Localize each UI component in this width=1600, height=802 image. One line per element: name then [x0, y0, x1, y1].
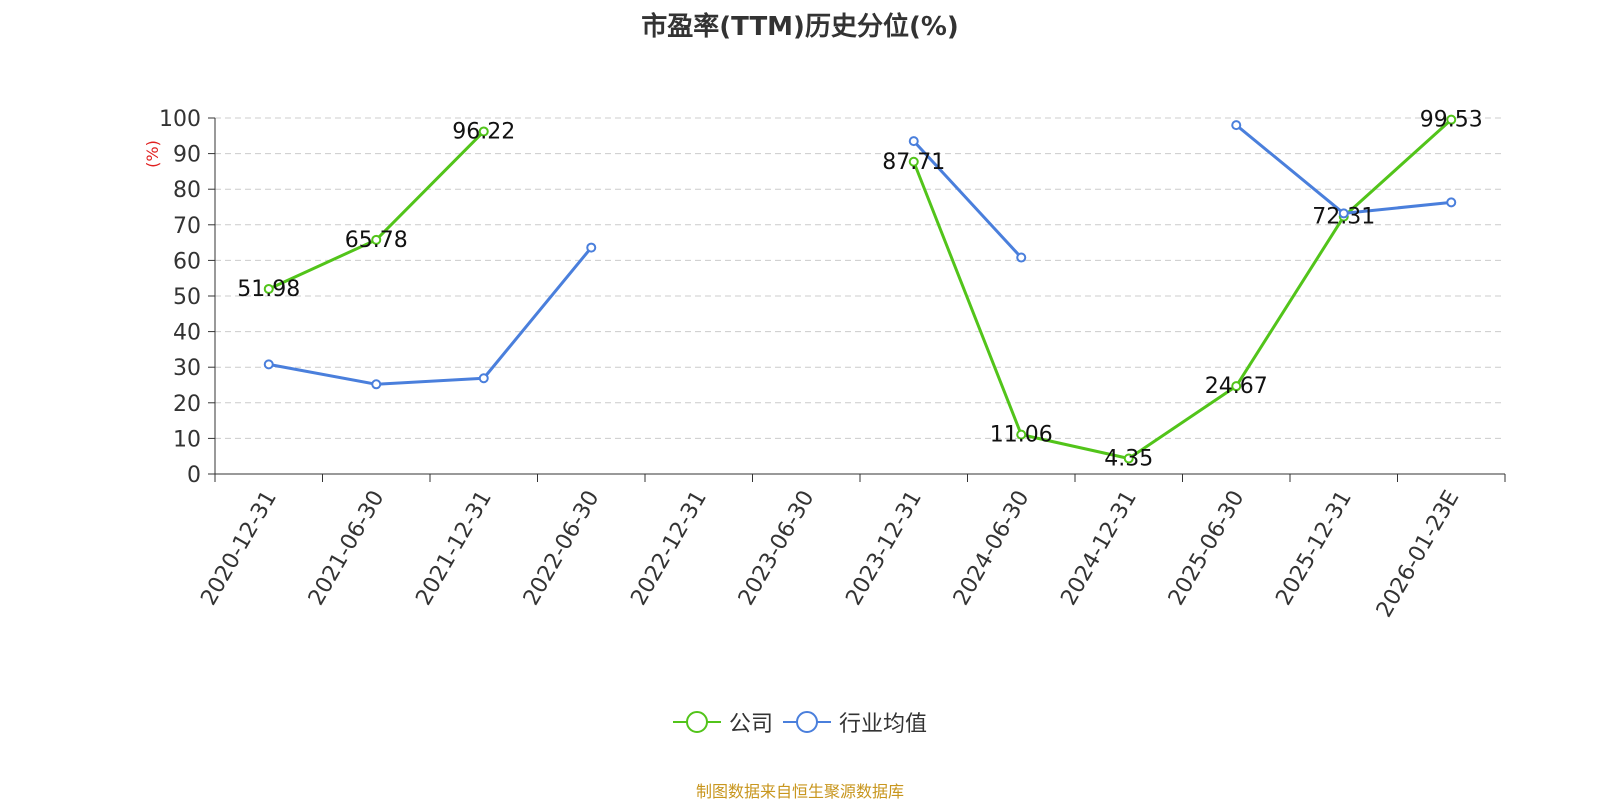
y-tick-label: 0 — [187, 463, 201, 488]
x-tick-label: 2024-06-30 — [949, 487, 1035, 610]
data-point — [1446, 197, 1457, 208]
data-point — [478, 373, 489, 384]
x-tick-label: 2022-12-31 — [626, 487, 712, 610]
y-tick-label: 40 — [173, 321, 201, 346]
y-tick-label: 80 — [173, 178, 201, 203]
data-label: 4.35 — [1104, 447, 1153, 472]
x-tick-label: 2021-12-31 — [411, 487, 497, 610]
series-1 — [268, 123, 1452, 386]
y-tick-label: 10 — [173, 427, 201, 452]
x-tick-label: 2024-12-31 — [1056, 487, 1142, 610]
x-tick-label: 2025-12-31 — [1271, 487, 1357, 610]
data-point — [1016, 252, 1027, 263]
data-label: 99.53 — [1420, 108, 1483, 133]
legend-label-company: 公司 — [728, 712, 773, 737]
x-tick-label: 2025-06-30 — [1164, 487, 1250, 610]
legend-company-marker-icon — [672, 711, 721, 733]
source-note: 制图数据来自恒生聚源数据库 — [695, 782, 904, 801]
data-label: 51.98 — [237, 277, 300, 302]
legend-item-industry-avg[interactable]: 行业均值 — [783, 706, 927, 738]
legend-label-industry-avg: 行业均值 — [839, 712, 928, 737]
series-line — [1235, 123, 1452, 215]
series-line — [912, 140, 1023, 259]
data-label: 72.31 — [1312, 205, 1375, 230]
data-point — [908, 156, 919, 167]
legend-item-company[interactable]: 公司 — [672, 706, 773, 738]
data-label: 11.06 — [990, 423, 1053, 448]
data-point — [371, 379, 382, 390]
data-point — [586, 242, 597, 253]
data-point — [1338, 208, 1349, 219]
x-tick-label: 2021-06-30 — [304, 487, 390, 610]
data-label: 96.22 — [452, 119, 515, 144]
y-tick-label: 50 — [173, 285, 201, 310]
series-line — [268, 130, 485, 291]
y-axis-label: (%) — [143, 140, 162, 168]
y-tick-label: 30 — [173, 356, 201, 381]
data-point — [1123, 453, 1134, 464]
y-tick-label: 60 — [173, 249, 201, 274]
chart-legend: 公司 行业均值 — [0, 706, 1600, 738]
x-tick-label: 2022-06-30 — [519, 487, 605, 610]
series-0 — [268, 118, 1453, 461]
line-chart: 0 10 20 30 40 50 60 70 80 90 100 (%) 2020-12-31 2021-… — [143, 107, 1506, 622]
legend-industry-marker-icon — [783, 711, 831, 733]
data-point — [1446, 114, 1457, 125]
series-line — [912, 118, 1453, 461]
data-point — [371, 234, 382, 245]
data-label: 87.71 — [882, 150, 945, 175]
data-point — [263, 359, 274, 370]
data-point — [263, 283, 274, 294]
data-label: 24.67 — [1205, 374, 1268, 399]
data-point — [908, 136, 919, 147]
data-point — [1231, 381, 1242, 392]
chart-title: 市盈率(TTM)历史分位(%) — [641, 12, 959, 42]
series-line — [268, 246, 593, 386]
x-tick-label: 2023-06-30 — [734, 487, 820, 610]
x-tick-label: 2026-01-23E — [1372, 487, 1465, 622]
data-label: 65.78 — [345, 228, 408, 253]
x-tick-label: 2020-12-31 — [196, 487, 282, 610]
y-tick-label: 90 — [173, 143, 201, 168]
y-tick-label: 70 — [173, 214, 201, 239]
x-tick-label: 2023-12-31 — [841, 487, 927, 610]
y-tick-label: 100 — [159, 107, 201, 132]
data-point — [1231, 120, 1242, 131]
data-point — [1016, 429, 1027, 440]
y-tick-label: 20 — [173, 392, 201, 417]
data-point — [478, 126, 489, 137]
